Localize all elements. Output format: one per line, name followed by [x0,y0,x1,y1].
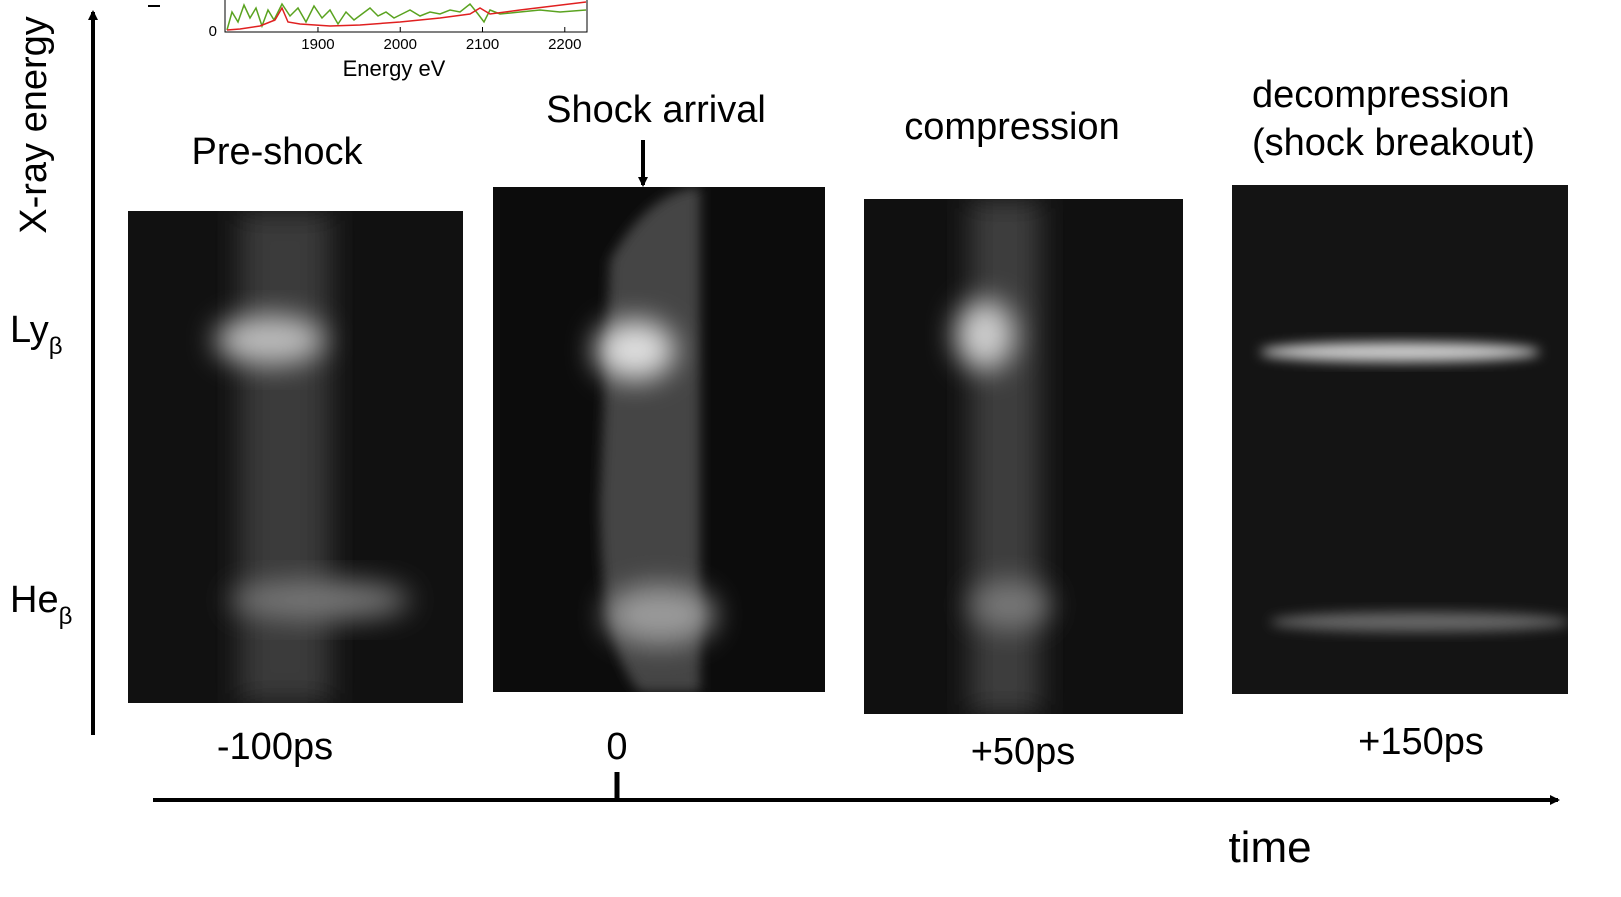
x-axis-label: time [1228,823,1311,872]
inset-frame [224,0,588,33]
time-label: +50ps [971,731,1076,773]
line-label: Lyβ [10,309,63,360]
line-name: He [10,579,59,621]
inset-x-tick-label: 2200 [548,36,581,53]
panel-image [493,187,825,692]
panel-title: decompression [1252,74,1510,116]
inset-x-label: Energy eV [343,56,446,81]
panel-title: Pre-shock [191,131,363,173]
line-label: Heβ [10,579,72,630]
panel-image [128,211,463,703]
inset-x-tick-label: 2100 [466,36,499,53]
time-label: -100ps [217,726,333,768]
line-subscript: β [59,603,73,630]
inset-fit [226,1,587,31]
inset-chart: 0 1900 2000 2100 2200 Energy eV [209,0,588,81]
line-name: Ly [10,309,49,351]
time-label: +150ps [1358,721,1484,763]
y-axis-label: X-ray energy [13,16,55,234]
panel-title: compression [904,106,1119,148]
panel-title: (shock breakout) [1252,122,1535,164]
panel-image [864,199,1183,714]
inset-x-tick-label: 2000 [384,36,417,53]
inset-x-tick-label: 1900 [301,36,334,53]
panel-title: Shock arrival [546,89,766,131]
inset-spectrum [226,2,587,31]
panel-image [1232,185,1568,694]
time-label: 0 [606,726,627,768]
inset-y-tick-label: 0 [209,23,217,40]
line-subscript: β [49,333,63,360]
